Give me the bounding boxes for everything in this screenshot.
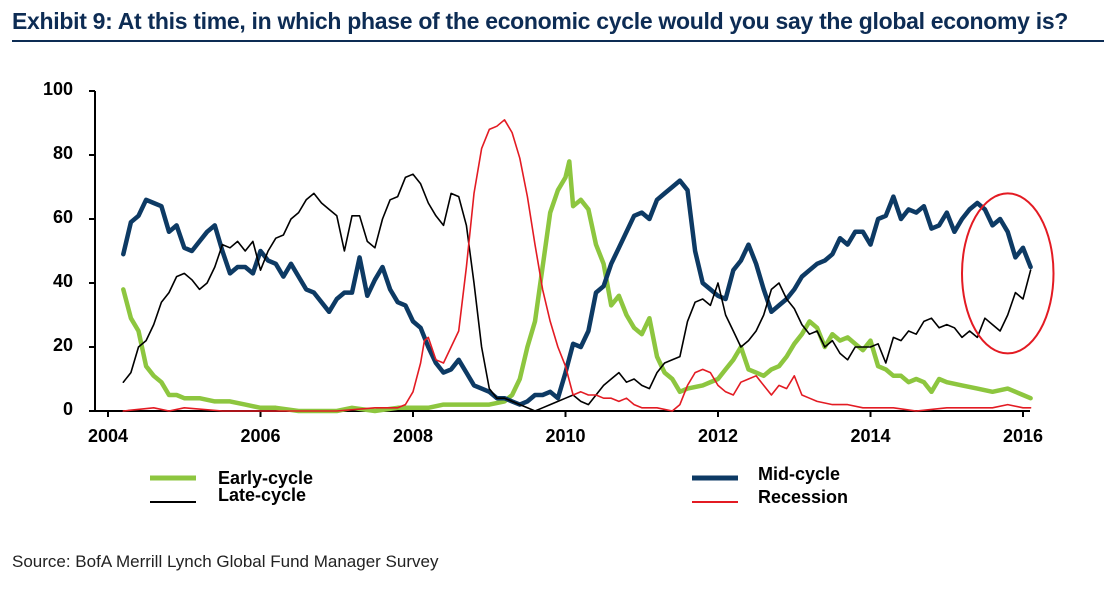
legend-label-early-cycle: Early-cycle	[218, 468, 313, 488]
series-line-mid-cycle	[121, 178, 1033, 407]
y-tick-label: 20	[53, 335, 73, 355]
series-line-recession	[122, 119, 1032, 412]
chart-axes	[94, 91, 1030, 412]
x-tick-label: 2010	[545, 426, 585, 446]
x-tick-label: 2014	[850, 426, 890, 446]
legend-label-late-cycle: Late-cycle	[218, 485, 306, 505]
legend-label-recession: Recession	[758, 487, 848, 507]
x-ticks: 2004 2006 2008 2010 2012 2014 2016	[88, 411, 1043, 446]
x-tick-label: 2012	[698, 426, 738, 446]
y-tick-label: 80	[53, 143, 73, 163]
series-layer	[121, 119, 1033, 414]
legend: Early-cycle Late-cycle Mid-cycle Recessi…	[150, 464, 848, 507]
series-line-late-cycle	[122, 173, 1032, 412]
y-tick-label: 40	[53, 271, 73, 291]
y-tick-label: 100	[43, 79, 73, 99]
legend-label-mid-cycle: Mid-cycle	[758, 464, 840, 484]
source-note: Source: BofA Merrill Lynch Global Fund M…	[12, 552, 439, 571]
highlight-ellipse	[961, 192, 1055, 355]
x-tick-label: 2006	[240, 426, 280, 446]
x-tick-label: 2004	[88, 426, 128, 446]
x-tick-label: 2008	[393, 426, 433, 446]
x-tick-label: 2016	[1003, 426, 1043, 446]
y-tick-label: 0	[63, 399, 73, 419]
chart-title: Exhibit 9: At this time, in which phase …	[12, 8, 1069, 34]
annotation-layer	[961, 192, 1055, 355]
y-ticks: 0 20 40 60 80 100	[43, 79, 95, 419]
title-divider	[12, 40, 1104, 42]
y-tick-label: 60	[53, 207, 73, 227]
